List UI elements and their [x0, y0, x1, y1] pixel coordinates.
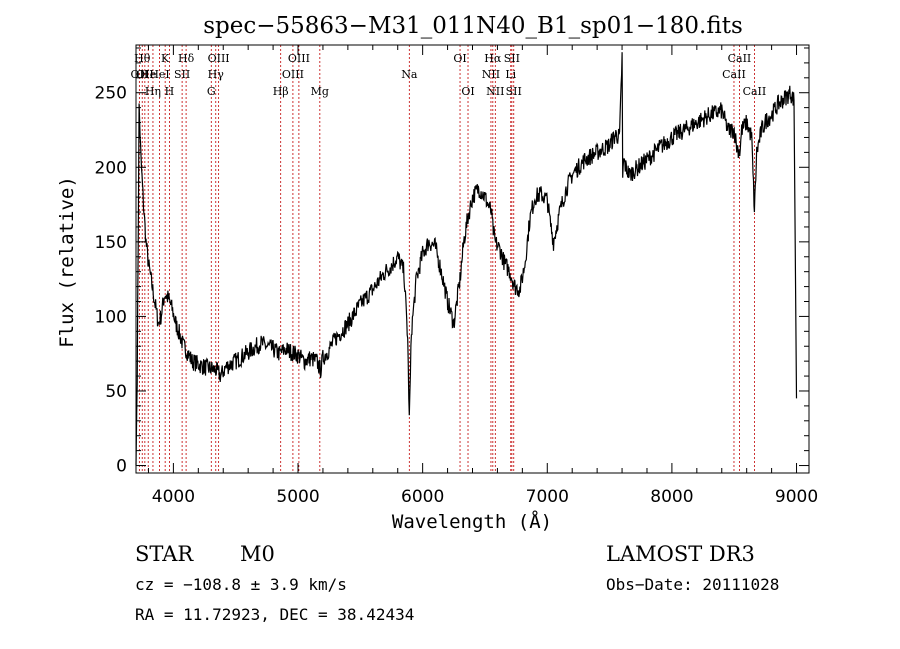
- spectral-line-label: K: [161, 52, 170, 65]
- spectral-line-label: Hδ: [178, 52, 195, 65]
- x-tick-label: 5000: [276, 487, 319, 507]
- spectral-line-label: Hα: [484, 52, 502, 65]
- y-tick-label: 200: [95, 158, 127, 178]
- coordinates: RA = 11.72923, DEC = 38.42434: [135, 605, 414, 624]
- spectral-line-label: SII: [174, 68, 190, 81]
- spectral-line-label: CaII: [722, 68, 746, 81]
- spectral-line-label: Hβ: [273, 85, 289, 98]
- spectral-line-label: Li: [505, 68, 516, 81]
- spectral-line-label: SII: [506, 85, 522, 98]
- spectral-line-label: OI: [453, 52, 466, 65]
- spectral-line-label: Hη: [145, 85, 161, 98]
- flux-series-line: [135, 52, 798, 466]
- spectral-line-label: NII: [482, 68, 500, 81]
- x-tick-label: 4000: [152, 487, 195, 507]
- spectral-line-label: HeI: [149, 68, 169, 81]
- spectral-line-labels: OIIHθOIIHeHηHeIKHSIIHδGHγOIIIHβOIIIOIIIM…: [131, 52, 767, 98]
- spectral-line-label: Mg: [311, 85, 329, 98]
- spectral-line-label: OI: [461, 85, 474, 98]
- y-axis-ticks: 0 50 100 150 200 250: [95, 47, 809, 477]
- spectral-subclass: M0: [240, 542, 275, 566]
- spectral-line-label: CaII: [743, 85, 767, 98]
- spectral-line-label: G: [207, 85, 216, 98]
- spectral-line-label: Hθ: [134, 52, 151, 65]
- spectral-line-label: NII: [486, 85, 504, 98]
- survey-name: LAMOST DR3: [606, 542, 755, 566]
- x-axis-ticks: 4000 5000 6000 7000 8000 9000: [147, 45, 818, 507]
- y-axis-label: Flux (relative): [56, 176, 78, 348]
- redshift-readout: cz = −108.8 ± 3.9 km/s: [135, 575, 347, 594]
- y-tick-label: 250: [95, 84, 127, 104]
- x-tick-label: 9000: [775, 487, 818, 507]
- chart-title: spec−55863−M31_011N40_B1_sp01−180.fits: [203, 13, 743, 39]
- obs-date: Obs−Date: 20111028: [606, 575, 779, 594]
- x-axis-label: Wavelength (Å): [392, 510, 552, 533]
- spectral-line-label: H: [165, 85, 175, 98]
- x-tick-label: 6000: [401, 487, 444, 507]
- y-tick-label: 150: [95, 233, 127, 253]
- x-tick-label: 8000: [650, 487, 693, 507]
- y-tick-label: 50: [105, 382, 127, 402]
- spectral-line-label: CaII: [728, 52, 752, 65]
- y-tick-label: 0: [116, 457, 127, 477]
- spectral-line-label: SII: [504, 52, 520, 65]
- spectral-line-markers: [138, 45, 755, 473]
- x-tick-label: 7000: [526, 487, 569, 507]
- spectral-line-label: OII: [131, 68, 149, 81]
- spectral-line-label: OIII: [282, 68, 304, 81]
- spectral-line-label: OIII: [208, 52, 230, 65]
- spectral-line-label: Hγ: [208, 68, 225, 81]
- spectral-line-label: Na: [401, 68, 418, 81]
- y-tick-label: 100: [95, 307, 127, 327]
- spectral-line-label: OIII: [288, 52, 310, 65]
- spectral-line-label: He: [140, 68, 156, 81]
- object-type: STAR: [135, 542, 194, 566]
